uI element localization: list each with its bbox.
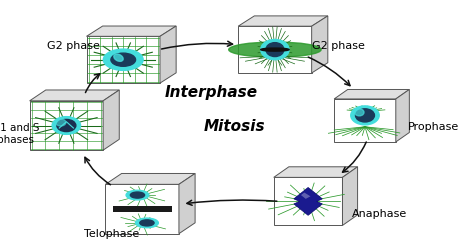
Polygon shape xyxy=(311,17,328,74)
Bar xyxy=(113,207,172,212)
Polygon shape xyxy=(238,17,328,27)
Polygon shape xyxy=(160,27,176,84)
Polygon shape xyxy=(396,90,410,142)
Polygon shape xyxy=(30,101,103,151)
Polygon shape xyxy=(238,27,311,74)
Circle shape xyxy=(111,54,136,67)
Ellipse shape xyxy=(126,191,149,200)
Polygon shape xyxy=(342,167,357,226)
Polygon shape xyxy=(294,188,322,215)
Polygon shape xyxy=(179,174,195,234)
Polygon shape xyxy=(334,100,396,142)
FancyArrowPatch shape xyxy=(85,158,110,185)
Text: G1 and S
phases: G1 and S phases xyxy=(0,123,39,144)
Polygon shape xyxy=(301,193,310,199)
Ellipse shape xyxy=(140,220,154,226)
Polygon shape xyxy=(86,27,176,37)
Ellipse shape xyxy=(351,106,379,125)
Ellipse shape xyxy=(266,43,284,57)
FancyArrowPatch shape xyxy=(308,58,350,86)
Text: Telophase: Telophase xyxy=(84,228,139,238)
Ellipse shape xyxy=(355,109,364,116)
Ellipse shape xyxy=(114,55,123,62)
Text: Anaphase: Anaphase xyxy=(352,208,407,218)
Text: G2 phase: G2 phase xyxy=(47,40,100,50)
Ellipse shape xyxy=(130,192,145,198)
FancyArrowPatch shape xyxy=(85,75,100,93)
Text: Prophase: Prophase xyxy=(408,121,459,131)
Ellipse shape xyxy=(57,120,76,132)
Ellipse shape xyxy=(228,43,321,58)
Polygon shape xyxy=(105,174,195,184)
Ellipse shape xyxy=(55,119,66,127)
Polygon shape xyxy=(103,91,119,151)
Text: Interphase: Interphase xyxy=(164,84,257,100)
FancyArrowPatch shape xyxy=(343,142,366,173)
FancyArrowPatch shape xyxy=(187,200,277,205)
Polygon shape xyxy=(334,90,410,100)
Polygon shape xyxy=(86,37,160,84)
Polygon shape xyxy=(274,167,357,178)
Polygon shape xyxy=(105,184,179,234)
Ellipse shape xyxy=(261,49,289,52)
Text: G2 phase: G2 phase xyxy=(312,40,365,50)
Polygon shape xyxy=(274,178,342,226)
Ellipse shape xyxy=(52,117,81,135)
Polygon shape xyxy=(30,91,119,101)
Text: Mitosis: Mitosis xyxy=(204,118,265,134)
FancyArrowPatch shape xyxy=(162,42,233,50)
Ellipse shape xyxy=(261,40,289,60)
Ellipse shape xyxy=(136,218,158,228)
Ellipse shape xyxy=(356,109,374,122)
Circle shape xyxy=(103,50,143,71)
